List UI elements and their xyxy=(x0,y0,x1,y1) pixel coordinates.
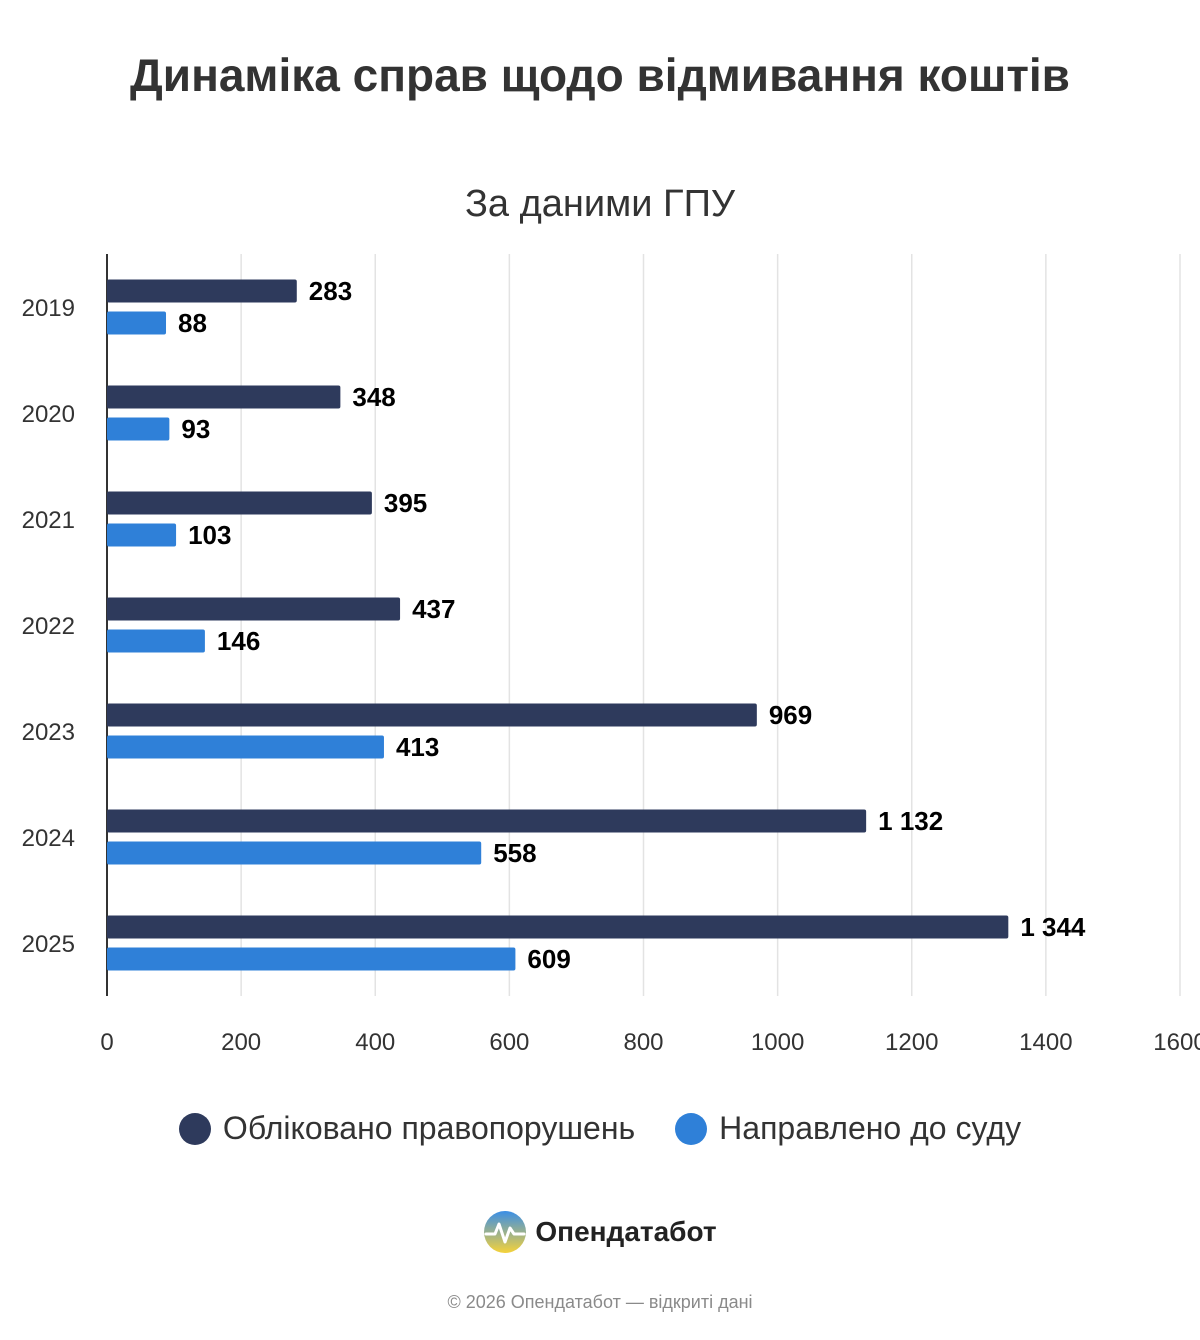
y-category-label: 2021 xyxy=(22,507,75,534)
x-tick-label: 400 xyxy=(355,1029,395,1056)
data-label-court: 103 xyxy=(188,520,231,550)
bar-court xyxy=(107,417,170,441)
x-tick-label: 0 xyxy=(100,1029,113,1056)
x-tick-label: 1000 xyxy=(751,1029,804,1056)
legend-item-court[interactable]: Направлено до суду xyxy=(675,1110,1021,1147)
bar-recorded xyxy=(107,703,757,727)
bar-recorded xyxy=(107,385,341,409)
x-tick-label: 200 xyxy=(221,1029,261,1056)
data-label-recorded: 1 344 xyxy=(1020,912,1086,942)
bar-chart: 0 200 400 600 800 1000 1200 1400 1600 2019 283 88 20… xyxy=(22,254,1200,1056)
data-label-recorded: 395 xyxy=(384,488,427,518)
bar-recorded xyxy=(107,279,297,303)
bar-court xyxy=(107,523,177,547)
y-category-label: 2020 xyxy=(22,401,75,428)
bar-court xyxy=(107,841,482,865)
bar-recorded xyxy=(107,491,372,515)
legend-marker-recorded xyxy=(178,1112,211,1145)
chart-subtitle: За даними ГПУ xyxy=(464,183,736,225)
bar-court xyxy=(107,311,167,335)
data-label-court: 558 xyxy=(493,838,536,868)
data-label-court: 146 xyxy=(217,626,260,656)
legend-item-recorded[interactable]: Обліковано правопорушень xyxy=(178,1110,636,1147)
y-category-label: 2022 xyxy=(22,613,75,640)
y-category-label: 2024 xyxy=(22,825,75,852)
legend-marker-court xyxy=(675,1112,708,1145)
data-label-court: 93 xyxy=(181,414,210,444)
data-label-recorded: 969 xyxy=(769,700,812,730)
x-tick-label: 600 xyxy=(489,1029,529,1056)
brand-name: Опендатабот xyxy=(535,1216,717,1247)
data-label-recorded: 437 xyxy=(412,594,455,624)
chart-title: Динаміка справ щодо відмивання коштів xyxy=(130,49,1070,101)
bar-court xyxy=(107,629,205,653)
data-label-recorded: 1 132 xyxy=(878,806,943,836)
data-label-court: 413 xyxy=(396,732,439,762)
data-label-recorded: 283 xyxy=(309,276,352,306)
data-label-recorded: 348 xyxy=(352,382,395,412)
brand-logo: Опендатабот xyxy=(0,1210,1200,1254)
x-tick-label: 1400 xyxy=(1019,1029,1072,1056)
bar-recorded xyxy=(107,915,1009,939)
bar-recorded xyxy=(107,809,867,833)
bar-court xyxy=(107,735,384,759)
data-label-court: 88 xyxy=(178,308,207,338)
bar-recorded xyxy=(107,597,401,621)
x-tick-label: 800 xyxy=(623,1029,663,1056)
legend: Обліковано правопорушень Направлено до с… xyxy=(0,1110,1200,1147)
footer-copyright: © 2026 Опендатабот — відкриті дані xyxy=(447,1292,753,1312)
brand-pulse-icon xyxy=(484,1211,527,1253)
legend-label-court: Направлено до суду xyxy=(719,1110,1022,1146)
legend-label-recorded: Обліковано правопорушень xyxy=(222,1110,636,1146)
y-category-label: 2019 xyxy=(22,295,75,322)
x-tick-label: 1200 xyxy=(885,1029,938,1056)
x-tick-label: 1600 xyxy=(1153,1029,1200,1056)
data-label-court: 609 xyxy=(527,944,570,974)
bar-court xyxy=(107,947,516,971)
y-category-label: 2025 xyxy=(22,931,75,958)
y-category-label: 2023 xyxy=(22,719,75,746)
